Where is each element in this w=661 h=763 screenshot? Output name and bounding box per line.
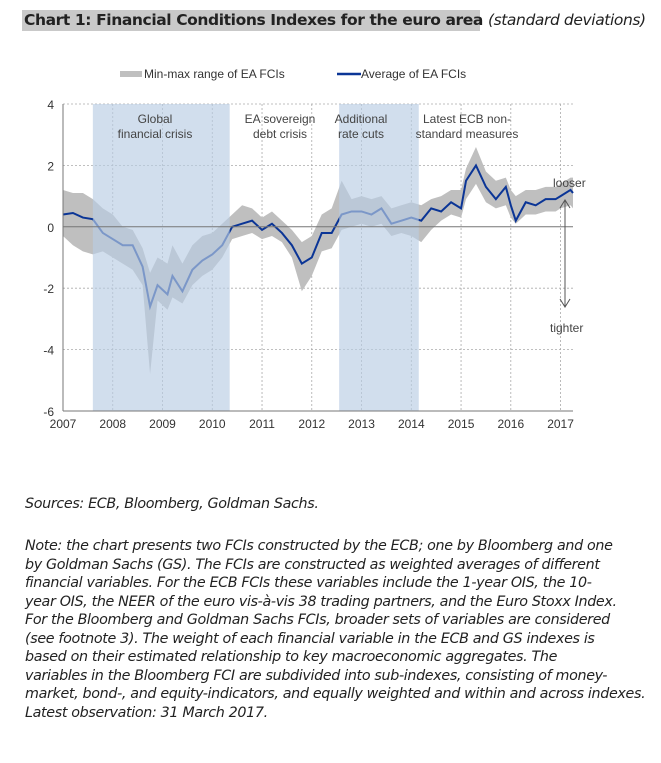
x-tick-label: 2008 — [99, 417, 126, 431]
title-unit: (standard deviations) — [487, 11, 646, 29]
shaded-period — [339, 104, 419, 411]
x-tick-label: 2007 — [50, 417, 77, 431]
y-tick-label: -6 — [43, 405, 54, 419]
looser-label: looser — [553, 176, 586, 190]
note-line: Note: the chart presents two FCIs constr… — [25, 538, 613, 554]
note-line: based on their estimated relationship to… — [25, 649, 558, 665]
x-tick-label: 2015 — [448, 417, 475, 431]
x-tick-label: 2012 — [298, 417, 325, 431]
x-tick-label: 2011 — [249, 417, 275, 431]
sources: Sources: ECB, Bloomberg, Goldman Sachs. — [25, 496, 319, 512]
note-line: year OIS, the NEER of the euro vis-à-vis… — [25, 593, 617, 610]
min-max-band — [63, 146, 573, 375]
legend-label-line: Average of EA FCIs — [361, 67, 466, 81]
x-tick-label: 2016 — [497, 417, 524, 431]
period-label-sovereign: EA sovereign — [245, 112, 316, 126]
note-line: (see footnote 3). The weight of each fin… — [25, 630, 595, 647]
shaded-period — [92, 104, 230, 411]
y-tick-label: 4 — [47, 98, 54, 112]
period-label-gfc: financial crisis — [118, 127, 193, 141]
period-label-rate-cuts: Additional — [335, 112, 388, 126]
x-tick-label: 2013 — [348, 417, 375, 431]
x-tick-label: 2010 — [199, 417, 226, 431]
note-line: by Goldman Sachs (GS). The FCIs are cons… — [25, 556, 600, 573]
note-line: financial variables. For the ECB FCIs th… — [25, 575, 592, 591]
note-line: For the Bloomberg and Goldman Sachs FCIs… — [25, 612, 610, 628]
note-line: market, bond-, and equity-indicators, an… — [25, 686, 646, 702]
note-line: Latest observation: 31 March 2017. — [25, 704, 268, 721]
y-tick-label: -4 — [43, 344, 54, 358]
x-tick-label: 2017 — [547, 417, 574, 431]
x-tick-label: 2014 — [398, 417, 425, 431]
tighter-label: tighter — [550, 321, 583, 335]
title-main: Chart 1: Financial Conditions Indexes fo… — [24, 11, 483, 29]
double-arrow-icon — [559, 199, 571, 308]
note: Note: the chart presents two FCIs constr… — [25, 537, 661, 722]
y-tick-label: -2 — [43, 282, 54, 296]
x-tick-label: 2009 — [149, 417, 176, 431]
y-tick-label: 0 — [47, 221, 54, 235]
period-label-ecb: Latest ECB non- — [423, 112, 511, 126]
period-label-gfc: Global — [138, 112, 173, 126]
legend-swatch-band — [120, 71, 142, 77]
period-label-rate-cuts: rate cuts — [338, 127, 384, 141]
chart-title: Chart 1: Financial Conditions Indexes fo… — [22, 10, 646, 31]
legend-label-band: Min-max range of EA FCIs — [144, 67, 285, 81]
y-tick-label: 2 — [47, 159, 54, 173]
note-line: variables in the Bloomberg FCI are subdi… — [25, 667, 608, 684]
period-label-sovereign: debt crisis — [253, 127, 307, 141]
period-label-ecb: standard measures — [416, 127, 519, 141]
